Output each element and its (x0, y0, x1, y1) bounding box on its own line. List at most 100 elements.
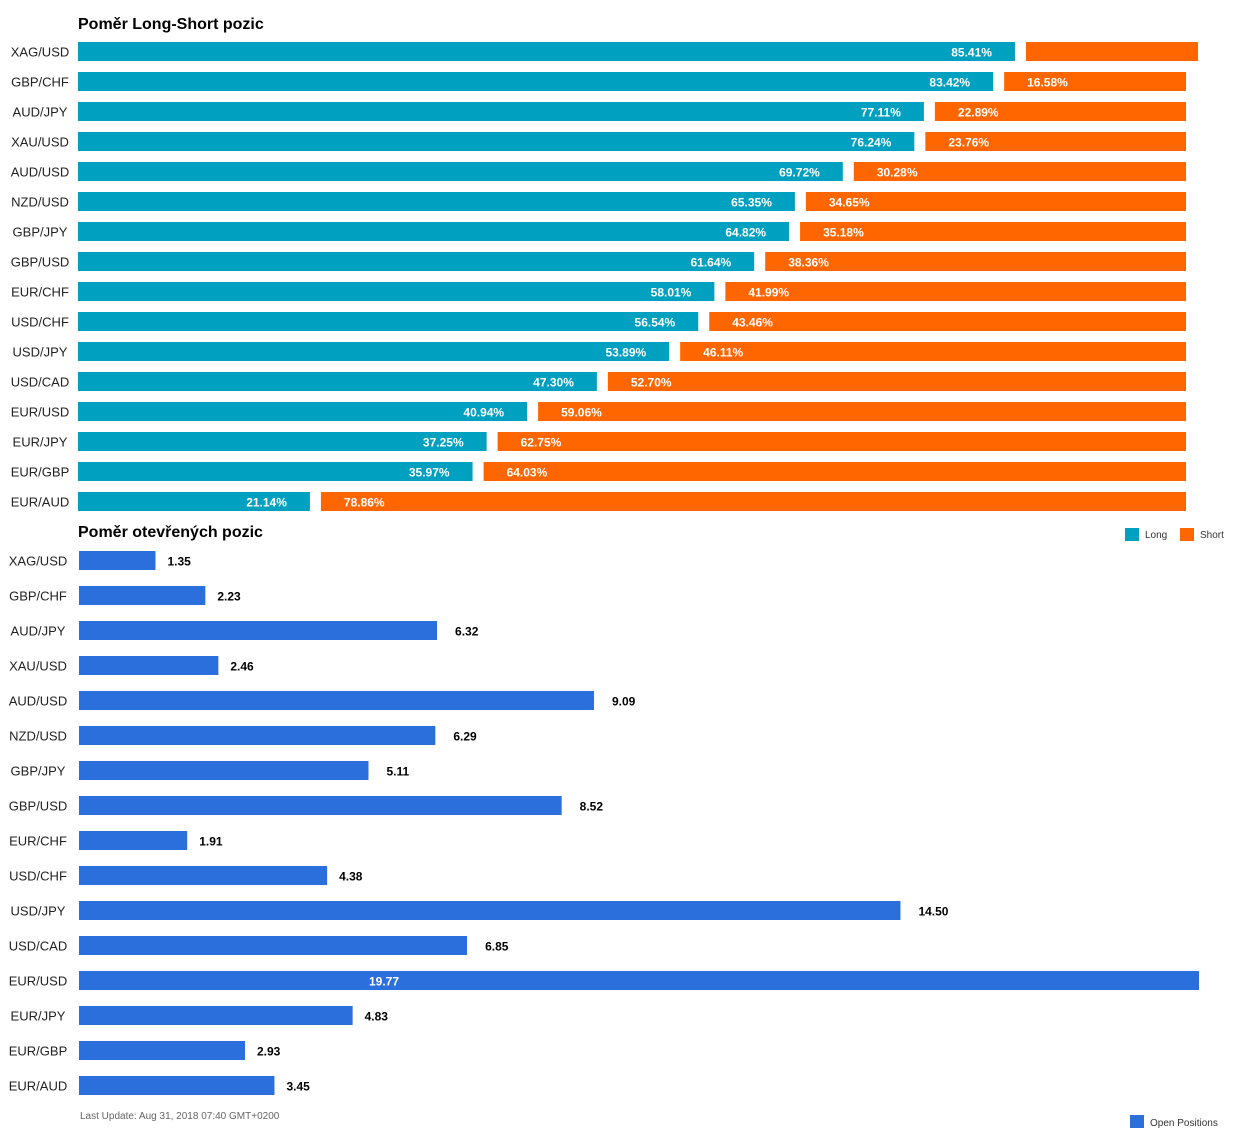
chart-title-open-positions: Poměr otevřených pozic (78, 524, 263, 541)
long-value-label: 21.14% (246, 496, 287, 510)
last-update-text: Last Update: Aug 31, 2018 07:40 GMT+0200 (80, 1111, 280, 1122)
legend-label-open-positions: Open Positions (1150, 1118, 1218, 1129)
long-bar-aud-usd (78, 162, 843, 181)
short-bar-eur-aud (320, 492, 1187, 511)
category-label-usd-chf: USD/CHF (9, 869, 67, 884)
long-bar-gbp-jpy (78, 222, 790, 241)
open-positions-bar-usd-jpy (79, 901, 901, 920)
open-positions-value-label: 4.38 (339, 870, 363, 884)
open-positions-value-label: 1.35 (167, 555, 191, 569)
open-positions-bar-eur-usd (79, 971, 1199, 990)
category-label-aud-jpy: AUD/JPY (11, 624, 66, 639)
short-bar-nzd-usd (805, 192, 1186, 211)
category-label-nzd-usd: NZD/USD (9, 729, 67, 744)
long-bar-usd-chf (78, 312, 699, 331)
open-positions-value-label: 1.91 (199, 835, 223, 849)
open-positions-chart: Poměr otevřených pozic XAG/USD 1.35 GBP/CH… (9, 524, 1218, 1129)
short-bar-eur-chf (725, 282, 1186, 301)
long-bar-eur-jpy (78, 432, 487, 451)
open-positions-value-label: 8.52 (580, 800, 604, 814)
category-label-usd-chf: USD/CHF (11, 315, 69, 330)
category-label-gbp-jpy: GBP/JPY (13, 225, 68, 240)
open-positions-value-label: 5.11 (386, 765, 409, 779)
open-positions-value-label: 6.29 (453, 730, 477, 744)
long-bar-aud-jpy (78, 102, 924, 121)
long-bar-nzd-usd (78, 192, 795, 211)
short-bar-gbp-jpy (800, 222, 1186, 241)
category-label-nzd-usd: NZD/USD (11, 195, 69, 210)
open-positions-bar-gbp-usd (79, 796, 562, 815)
long-bar-eur-usd (78, 402, 528, 421)
open-positions-bar-gbp-jpy (79, 761, 369, 780)
category-label-eur-gbp: EUR/GBP (9, 1044, 68, 1059)
short-bar-usd-cad (607, 372, 1186, 391)
short-value-label: 16.58% (1027, 76, 1068, 90)
legend-open-positions: Open Positions (1130, 1115, 1218, 1129)
category-label-aud-usd: AUD/USD (9, 694, 68, 709)
open-positions-value-label: 3.45 (286, 1080, 310, 1094)
open-positions-bar-gbp-chf (79, 586, 206, 605)
category-label-eur-jpy: EUR/JPY (13, 435, 68, 450)
category-label-xau-usd: XAU/USD (9, 659, 67, 674)
short-bar-xag-usd (1025, 42, 1198, 61)
category-label-eur-aud: EUR/AUD (11, 495, 70, 510)
long-value-label: 65.35% (731, 196, 772, 210)
long-value-label: 69.72% (779, 166, 820, 180)
long-bar-eur-chf (78, 282, 715, 301)
open-positions-bar-aud-jpy (79, 621, 438, 640)
short-value-label: 38.36% (788, 256, 829, 270)
open-positions-value-label: 19.77 (369, 975, 399, 989)
open-positions-value-label: 6.32 (455, 625, 479, 639)
long-short-chart: Poměr Long-Short pozic XAG/USD 85.41% GBP/… (11, 16, 1224, 541)
short-value-label: 34.65% (829, 196, 870, 210)
long-bar-gbp-chf (78, 72, 994, 91)
legend-swatch-open-positions (1130, 1115, 1144, 1128)
open-positions-bar-usd-chf (79, 866, 328, 885)
short-bar-eur-jpy (497, 432, 1186, 451)
legend-swatch-long (1125, 528, 1139, 541)
category-label-eur-chf: EUR/CHF (11, 285, 69, 300)
long-value-label: 64.82% (725, 226, 766, 240)
short-value-label: 46.11% (703, 346, 743, 360)
open-positions-value-label: 14.50 (918, 905, 948, 919)
long-value-label: 40.94% (463, 406, 504, 420)
short-bar-eur-gbp (483, 462, 1186, 481)
open-positions-bar-usd-cad (79, 936, 468, 955)
category-label-usd-jpy: USD/JPY (11, 904, 66, 919)
category-label-gbp-jpy: GBP/JPY (11, 764, 66, 779)
open-positions-bar-eur-chf (79, 831, 188, 850)
open-positions-bar-nzd-usd (79, 726, 436, 745)
category-label-usd-cad: USD/CAD (9, 939, 68, 954)
open-positions-value-label: 4.83 (365, 1010, 389, 1024)
open-positions-bar-eur-gbp (79, 1041, 245, 1060)
category-label-eur-aud: EUR/AUD (9, 1079, 68, 1094)
short-value-label: 35.18% (823, 226, 864, 240)
legend-swatch-short (1180, 528, 1194, 541)
legend-long-short: Long Short (1125, 528, 1224, 541)
short-bar-gbp-chf (1004, 72, 1186, 91)
short-bar-gbp-usd (765, 252, 1186, 271)
category-label-xag-usd: XAG/USD (9, 554, 68, 569)
long-bar-xau-usd (78, 132, 915, 151)
chart-title-long-short: Poměr Long-Short pozic (78, 16, 264, 33)
short-value-label: 78.86% (344, 496, 385, 510)
category-label-usd-cad: USD/CAD (11, 375, 70, 390)
short-value-label: 22.89% (958, 106, 999, 120)
long-bar-usd-jpy (78, 342, 670, 361)
open-positions-bar-eur-jpy (79, 1006, 353, 1025)
category-label-usd-jpy: USD/JPY (13, 345, 68, 360)
short-bar-aud-usd (853, 162, 1186, 181)
category-label-aud-usd: AUD/USD (11, 165, 70, 180)
open-positions-value-label: 2.23 (217, 590, 241, 604)
category-label-xag-usd: XAG/USD (11, 45, 70, 60)
open-positions-value-label: 2.46 (230, 660, 254, 674)
long-bar-xag-usd (78, 42, 1015, 61)
open-positions-value-label: 2.93 (257, 1045, 281, 1059)
long-value-label: 47.30% (533, 376, 574, 390)
short-bar-aud-jpy (934, 102, 1186, 121)
short-value-label: 62.75% (521, 436, 562, 450)
long-value-label: 61.64% (690, 256, 731, 270)
short-value-label: 43.46% (732, 316, 773, 330)
category-label-eur-usd: EUR/USD (11, 405, 70, 420)
